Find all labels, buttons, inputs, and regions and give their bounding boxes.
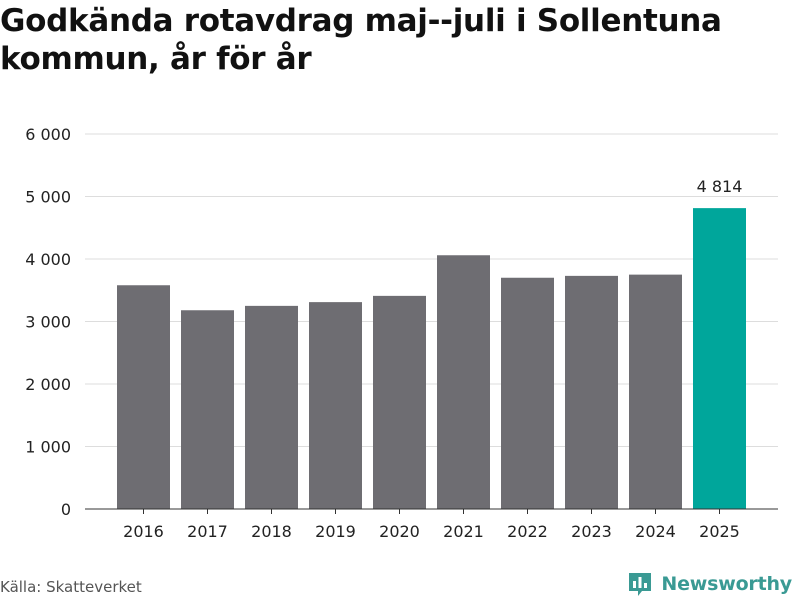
- brand-name: Newsworthy: [661, 573, 792, 595]
- bar-2023: [565, 275, 618, 509]
- x-tick-label: 2018: [251, 522, 292, 541]
- source-note: Källa: Skatteverket: [0, 578, 142, 596]
- y-tick-label: 3 000: [25, 313, 71, 332]
- x-tick-label: 2020: [379, 522, 420, 541]
- y-tick-label: 2 000: [25, 375, 71, 394]
- x-tick-label: 2021: [443, 522, 484, 541]
- bar-2017: [181, 310, 234, 509]
- bar-2024: [629, 274, 682, 509]
- bar-2019: [309, 302, 362, 509]
- brand-logo[interactable]: Newsworthy: [627, 570, 792, 598]
- x-axis-ticks: [143, 509, 720, 514]
- bar-2018: [245, 305, 298, 509]
- x-tick-label: 2024: [635, 522, 676, 541]
- bar-2025: [693, 208, 746, 509]
- x-tick-label: 2022: [507, 522, 548, 541]
- x-axis-tick-labels: 2016 2017 2018 2019 2020 2021 2022 2023 2024 2025: [123, 522, 740, 541]
- y-tick-label: 4 000: [25, 250, 71, 269]
- x-tick-label: 2016: [123, 522, 164, 541]
- bar-2022: [501, 277, 554, 509]
- bars: [117, 208, 746, 509]
- y-tick-label: 5 000: [25, 188, 71, 207]
- x-tick-label: 2025: [699, 522, 740, 541]
- newsworthy-logo-icon: [629, 573, 652, 596]
- x-tick-label: 2019: [315, 522, 356, 541]
- data-labels: 4 814: [697, 177, 743, 196]
- y-axis-tick-labels: 0 1 000 2 000 3 000 4 000 5 000 6 000: [25, 125, 71, 519]
- bar-2016: [117, 285, 170, 509]
- y-tick-label: 1 000: [25, 438, 71, 457]
- x-tick-label: 2023: [571, 522, 612, 541]
- chart-title: Godkända rotavdrag maj--juli i Sollentun…: [0, 3, 722, 77]
- x-tick-label: 2017: [187, 522, 228, 541]
- bar-data-label: 4 814: [697, 177, 743, 196]
- bar-2021: [437, 255, 490, 509]
- y-tick-label: 0: [61, 500, 71, 519]
- bar-2020: [373, 295, 426, 509]
- y-tick-label: 6 000: [25, 125, 71, 144]
